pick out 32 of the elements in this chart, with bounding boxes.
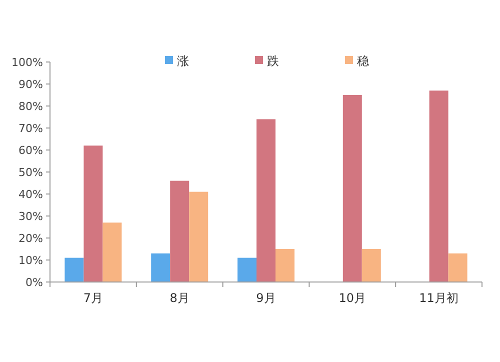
y-tick-label: 90% bbox=[18, 78, 43, 91]
bar bbox=[342, 95, 362, 282]
bar bbox=[102, 222, 122, 282]
bar bbox=[151, 253, 170, 282]
bar bbox=[189, 192, 208, 282]
legend-label: 稳 bbox=[357, 54, 369, 68]
bar bbox=[448, 253, 468, 282]
y-tick-label: 100% bbox=[12, 56, 43, 69]
y-tick-label: 0% bbox=[26, 276, 43, 289]
y-tick-label: 40% bbox=[18, 188, 43, 201]
legend-label: 跌 bbox=[267, 54, 279, 68]
x-tick-label: 11月初 bbox=[419, 291, 458, 305]
bar bbox=[256, 119, 276, 282]
x-tick-label: 7月 bbox=[83, 291, 104, 305]
y-tick-label: 80% bbox=[18, 100, 43, 113]
bar bbox=[276, 249, 294, 282]
y-tick-label: 30% bbox=[18, 210, 43, 223]
bar bbox=[362, 249, 381, 282]
bar bbox=[429, 90, 448, 282]
bar bbox=[84, 146, 103, 282]
x-tick-label: 10月 bbox=[338, 291, 366, 305]
bar bbox=[238, 258, 256, 282]
y-tick-label: 50% bbox=[18, 166, 43, 179]
x-tick-label: 9月 bbox=[256, 291, 276, 305]
x-tick-label: 8月 bbox=[170, 291, 190, 305]
y-tick-label: 20% bbox=[18, 232, 43, 245]
bar bbox=[64, 258, 84, 282]
legend-label: 涨 bbox=[177, 54, 189, 68]
y-tick-label: 70% bbox=[18, 122, 43, 135]
y-tick-label: 10% bbox=[18, 254, 43, 267]
y-tick-label: 60% bbox=[18, 144, 43, 157]
bar bbox=[170, 180, 190, 282]
